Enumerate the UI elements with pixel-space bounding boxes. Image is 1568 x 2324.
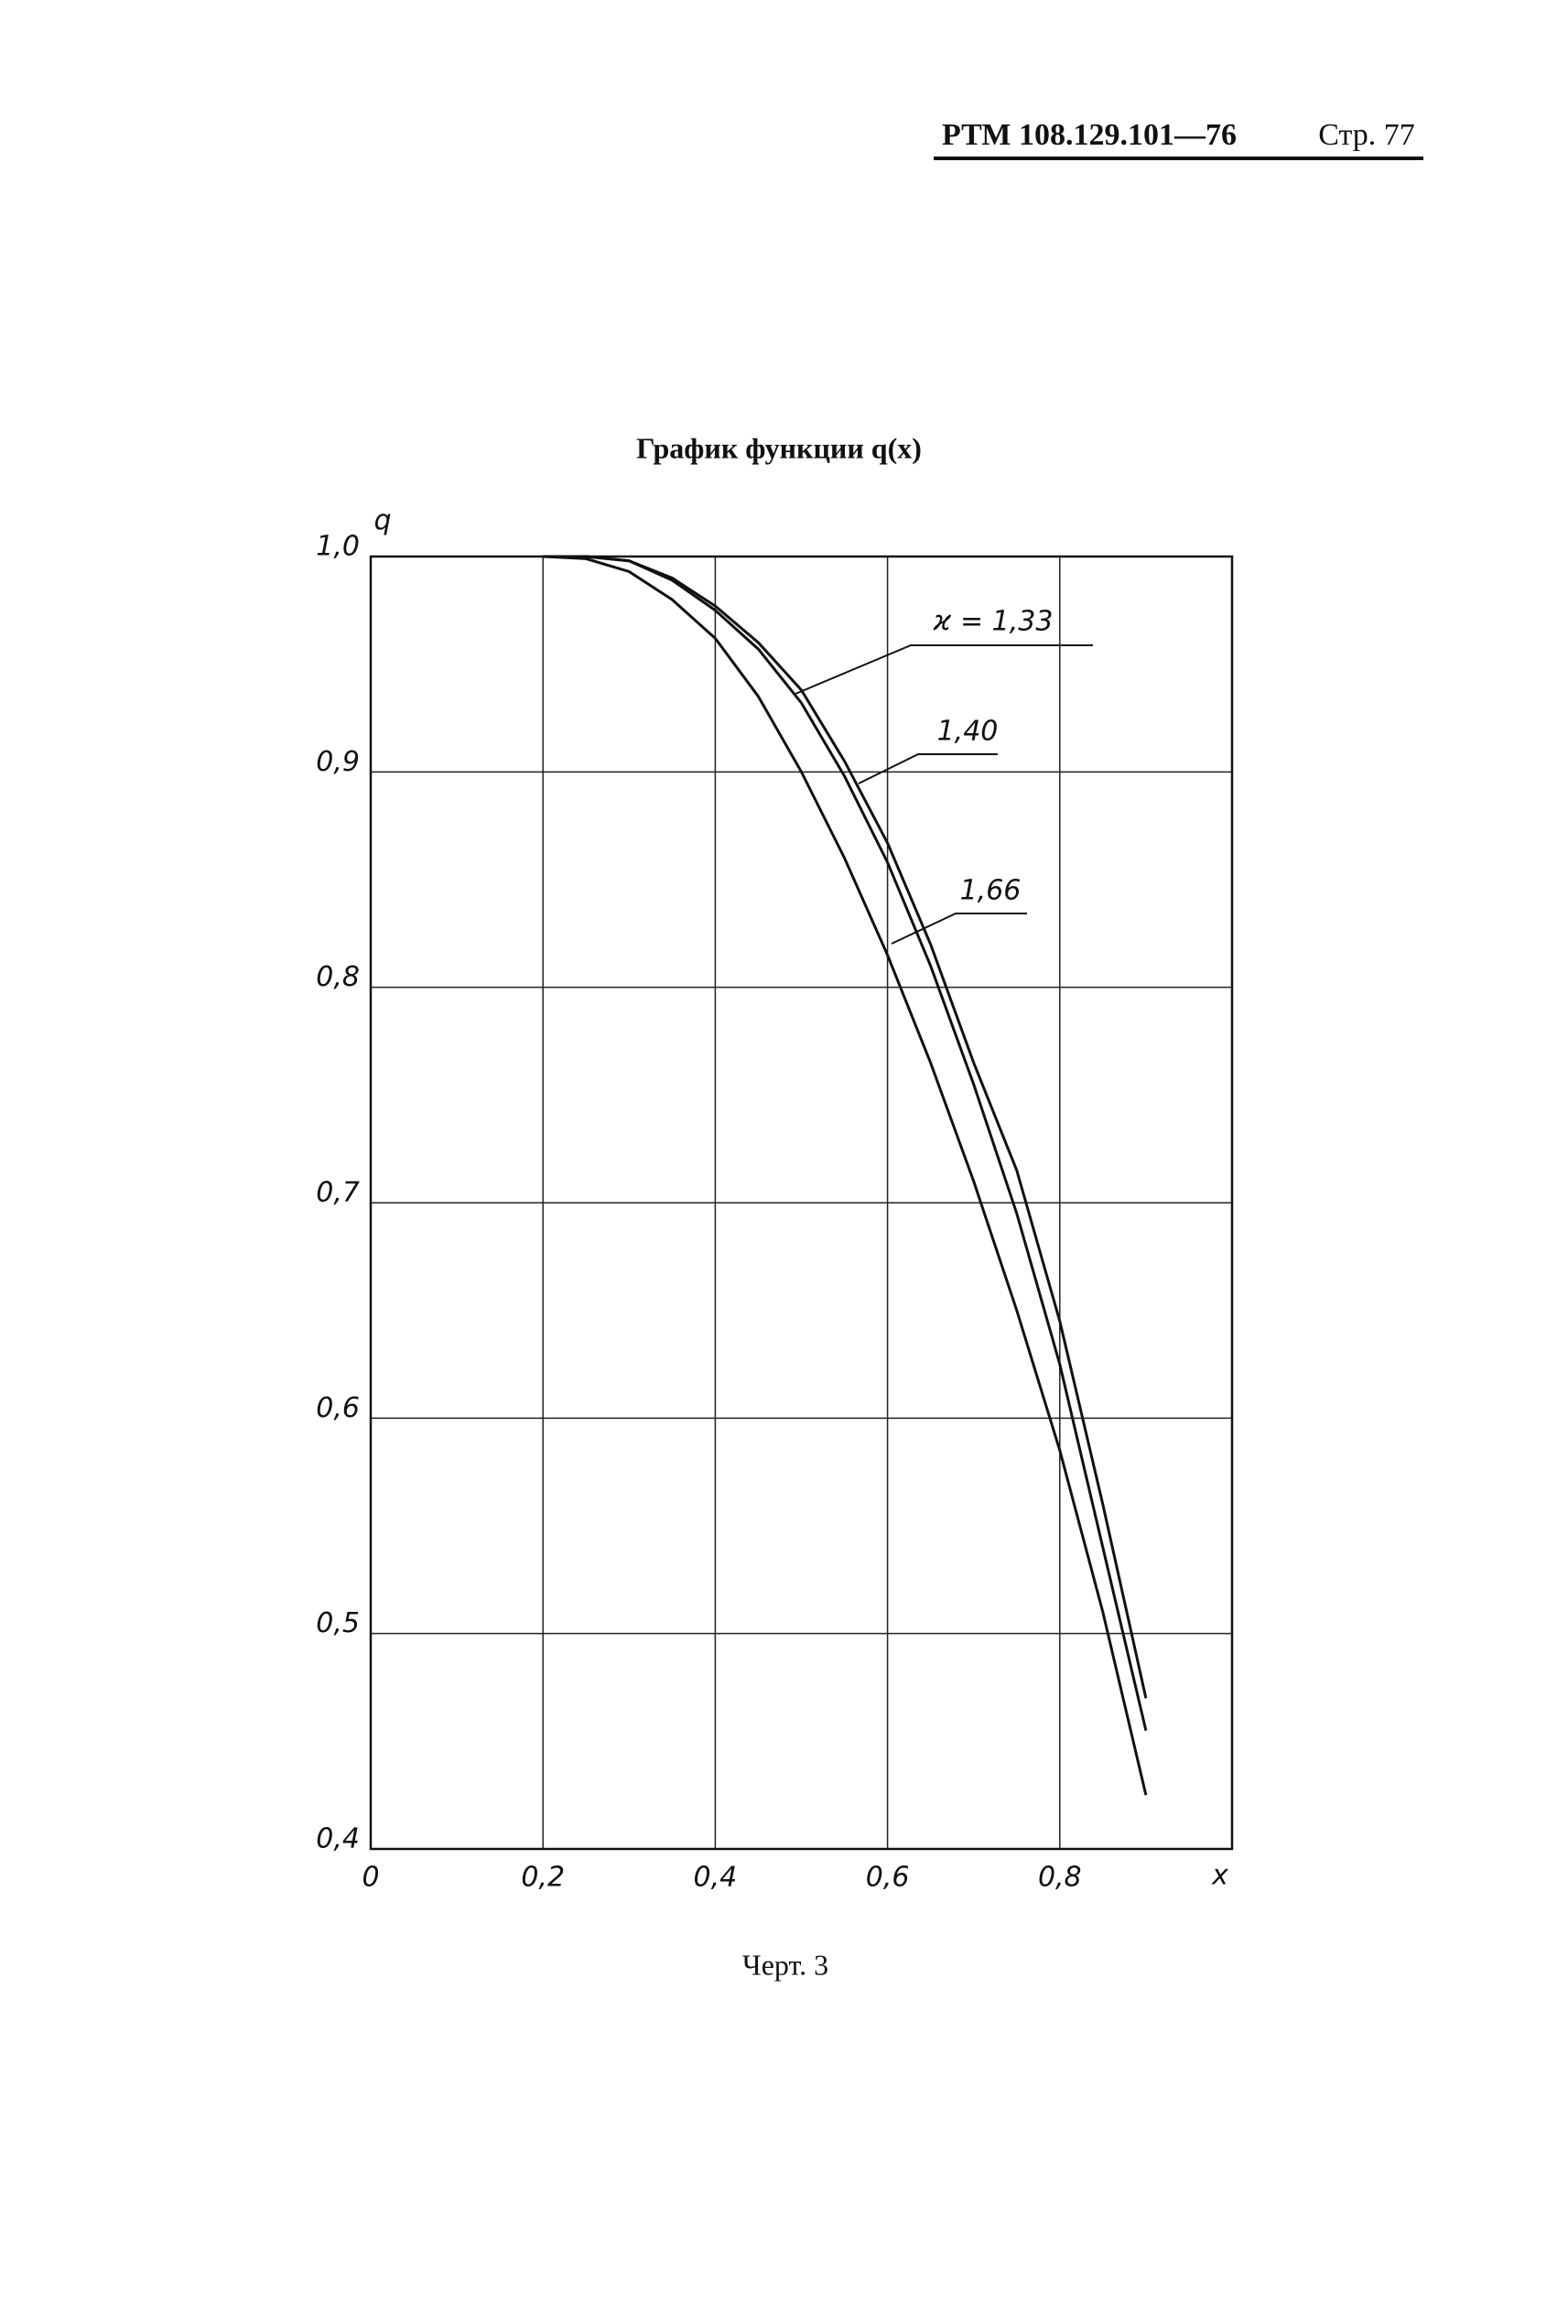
chart-title: График функции q(x) <box>636 431 922 464</box>
y-tick-label: 0,5 <box>316 1607 360 1639</box>
y-tick-label: 0,6 <box>316 1392 360 1424</box>
y-tick-label: 0,7 <box>316 1177 360 1209</box>
leader-line <box>891 913 1027 945</box>
y-tick-label: 1,0 <box>316 531 360 563</box>
leader-line <box>795 644 1093 695</box>
document-code: РТМ 108.129.101—76 <box>942 118 1237 152</box>
leader-line <box>858 753 998 784</box>
plot-frame <box>369 555 1234 1851</box>
y-tick-label: 0,8 <box>316 961 360 993</box>
curve <box>543 555 1148 1731</box>
y-tick-label: 0,4 <box>316 1823 360 1855</box>
x-tick-label: 0 <box>362 1862 379 1894</box>
series-label: ϰ = 1,33 <box>933 606 1054 638</box>
y-tick-label: 0,9 <box>316 746 360 778</box>
series-label: 1,66 <box>960 875 1022 907</box>
x-tick-label: 0,4 <box>694 1862 738 1894</box>
x-axis-label: x <box>1211 1860 1228 1892</box>
x-tick-label: 0,8 <box>1038 1862 1082 1894</box>
x-tick-label: 0,2 <box>521 1862 565 1894</box>
curve <box>543 555 1148 1796</box>
caption: Черт. 3 <box>742 1948 828 1981</box>
page-number: Стр. 77 <box>1318 118 1415 152</box>
series-label: 1,40 <box>937 716 999 748</box>
x-tick-label: 0,6 <box>866 1862 910 1894</box>
y-axis-label: q <box>373 505 391 537</box>
